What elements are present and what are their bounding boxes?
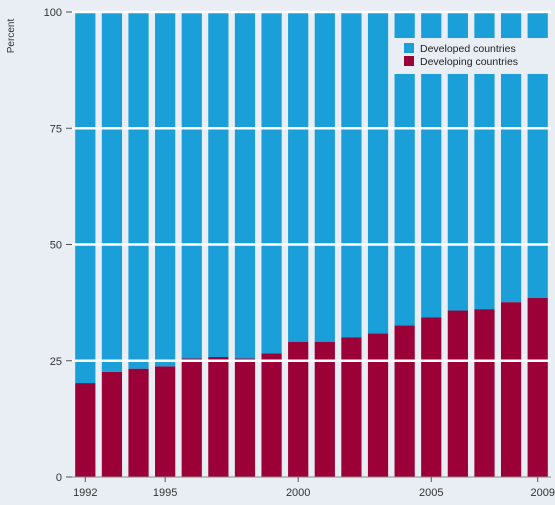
bar-developed-2001 — [314, 12, 335, 342]
x-tick-label-2000: 2000 — [286, 487, 310, 499]
y-axis: 0 25 50 75 100 — [44, 7, 72, 484]
gridlines — [72, 10, 551, 362]
bar-developed-2004 — [394, 12, 415, 326]
y-axis-label: Percent — [6, 19, 17, 54]
bar-developing-2006 — [447, 310, 468, 477]
y-tick-label-0: 0 — [56, 472, 62, 484]
x-tick-label-1992: 1992 — [73, 487, 97, 499]
legend-label-developing: Developing countries — [420, 56, 518, 68]
bar-developing-1996 — [181, 358, 202, 477]
bar-developed-1992 — [75, 12, 96, 384]
bar-developing-2007 — [474, 309, 495, 477]
bar-developing-2003 — [367, 333, 389, 477]
bar-developed-2000 — [288, 12, 309, 342]
bar-developed-2006 — [447, 12, 468, 311]
legend-swatch-developing — [404, 56, 414, 66]
bar-developing-1999 — [261, 353, 282, 477]
bar-developing-1994 — [128, 368, 149, 477]
bar-developed-1996 — [181, 12, 202, 359]
bar-developed-2002 — [341, 12, 362, 338]
bar-developing-2004 — [394, 325, 415, 477]
bar-developing-1993 — [101, 371, 123, 477]
bar-developed-1997 — [208, 12, 229, 358]
bar-developed-1995 — [155, 12, 176, 367]
x-axis: 1992 1995 2000 2005 2009 — [72, 476, 555, 499]
bar-developed-2005 — [421, 12, 442, 318]
bar-developed-1994 — [128, 12, 149, 369]
legend: Developed countries Developing countries — [394, 38, 555, 74]
bar-developed-2008 — [500, 12, 522, 303]
bar-developing-2000 — [288, 341, 309, 477]
y-tick-label-75: 75 — [50, 123, 62, 135]
bar-developing-2002 — [341, 337, 362, 477]
bar-developed-2007 — [474, 12, 495, 310]
bar-developing-1998 — [234, 358, 256, 477]
bar-developing-2009 — [527, 297, 548, 477]
legend-label-developed: Developed countries — [420, 43, 516, 55]
y-tick-label-100: 100 — [44, 7, 62, 19]
bar-developed-1993 — [101, 12, 123, 372]
x-tick-label-2005: 2005 — [419, 487, 443, 499]
bar-developed-1999 — [261, 12, 282, 354]
bar-developing-2001 — [314, 341, 335, 477]
y-tick-label-50: 50 — [50, 240, 62, 252]
bar-developed-2009 — [527, 12, 548, 298]
x-tick-label-2009: 2009 — [531, 487, 555, 499]
bar-developing-1992 — [75, 383, 96, 477]
legend-box — [394, 38, 555, 74]
y-tick-label-25: 25 — [50, 356, 62, 368]
bar-developed-1998 — [234, 12, 256, 359]
legend-swatch-developed — [404, 43, 414, 53]
x-tick-label-1995: 1995 — [153, 487, 177, 499]
bar-developing-1997 — [208, 357, 229, 477]
bar-developing-2005 — [421, 317, 442, 477]
bar-developed-2003 — [367, 12, 389, 334]
bar-developing-1995 — [155, 366, 176, 477]
bar-developing-2008 — [500, 302, 522, 477]
bars — [75, 12, 548, 477]
